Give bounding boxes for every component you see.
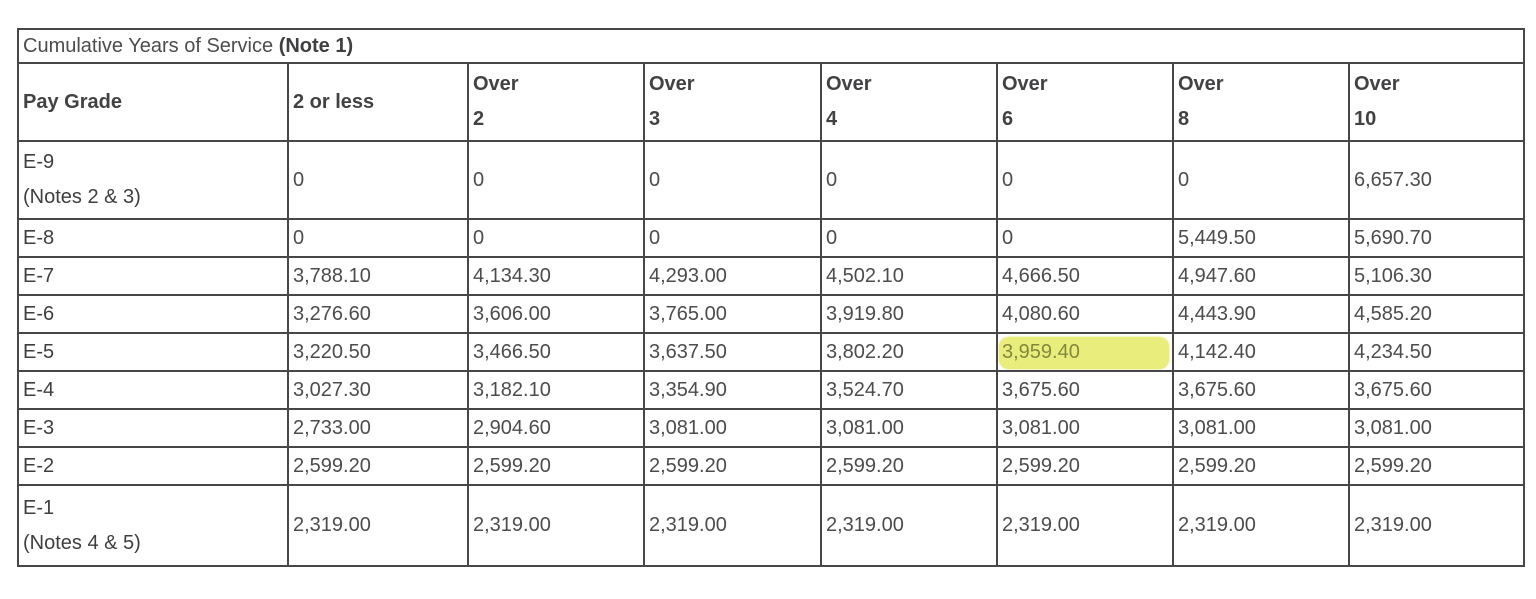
cell-e-8-col2: 0 [467, 218, 645, 258]
cell-e-9-col3: 0 [643, 140, 822, 220]
cell-e-9-col2: 0 [467, 140, 645, 220]
cell-e-1-col1: 2,319.00 [287, 484, 469, 567]
cell-e-2-col6: 2,599.20 [1172, 446, 1350, 486]
cell-e-7-col6: 4,947.60 [1172, 256, 1350, 296]
cell-e-9-col6: 0 [1172, 140, 1350, 220]
caption-text: Cumulative Years of Service [23, 34, 279, 57]
row-e-2: E-2 2,599.20 2,599.20 2,599.20 2,599.20 2,599… [17, 446, 1526, 486]
cell-e-3-col6: 3,081.00 [1172, 408, 1350, 448]
cell-e-8-col1: 0 [287, 218, 469, 258]
cell-e-9-col5: 0 [996, 140, 1174, 220]
cell-e-4-col7: 3,675.60 [1347, 370, 1526, 410]
cell-e-2-col4: 2,599.20 [820, 446, 998, 486]
military-pay-table: Cumulative Years of Service (Note 1) Pay… [16, 28, 1526, 567]
cell-e-4-col6: 3,675.60 [1172, 370, 1350, 410]
cell-e-3-col5: 3,081.00 [996, 408, 1174, 448]
pay-grade-e-4: E-4 [17, 370, 289, 410]
pay-grade-e-5: E-5 [17, 332, 289, 372]
row-e-1: E-1 (Notes 4 & 5) 2,319.00 2,319.00 2,319.00… [17, 484, 1526, 567]
cell-e-6-col3: 3,765.00 [643, 294, 822, 334]
cell-e-3-col2: 2,904.60 [467, 408, 645, 448]
table-caption: Cumulative Years of Service (Note 1) [16, 28, 1526, 64]
row-e-4: E-4 3,027.30 3,182.10 3,354.90 3,524.70 3,675… [17, 370, 1526, 410]
cell-e-8-col3: 0 [643, 218, 822, 258]
pay-grade-e-6: E-6 [17, 294, 289, 334]
pay-grade-e-2: E-2 [17, 446, 289, 486]
cell-e-6-col7: 4,585.20 [1347, 294, 1526, 334]
cell-e-2-col2: 2,599.20 [467, 446, 645, 486]
cell-e-5-col4: 3,802.20 [820, 332, 998, 372]
cell-e-4-col5: 3,675.60 [996, 370, 1174, 410]
cell-e-8-col4: 0 [820, 218, 998, 258]
caption-note: (Note 1) [278, 34, 354, 57]
header-row: Pay Grade 2 or less Over 2 Over 3 Over 4 Over 6 Ov… [17, 62, 1526, 142]
cell-e-4-col4: 3,524.70 [820, 370, 998, 410]
col-header-over-10: Over 10 [1347, 62, 1526, 142]
row-e-7: E-7 3,788.10 4,134.30 4,293.00 4,502.10 4,666… [17, 256, 1526, 296]
cell-e-2-col7: 2,599.20 [1347, 446, 1526, 486]
cell-e-4-col2: 3,182.10 [467, 370, 645, 410]
col-header-2-or-less: 2 or less [287, 62, 469, 142]
row-e-5: E-5 3,220.50 3,466.50 3,637.50 3,802.20 3,959… [17, 332, 1526, 372]
cell-e-1-col5: 2,319.00 [996, 484, 1174, 567]
cell-e-7-col4: 4,502.10 [820, 256, 998, 296]
col-header-over-6: Over 6 [996, 62, 1174, 142]
cell-e-3-col7: 3,081.00 [1347, 408, 1526, 448]
pay-grade-e-8: E-8 [17, 218, 289, 258]
cell-e-4-col3: 3,354.90 [643, 370, 822, 410]
cell-e-5-col7: 4,234.50 [1347, 332, 1526, 372]
cell-e-8-col7: 5,690.70 [1347, 218, 1526, 258]
cell-e-7-col3: 4,293.00 [643, 256, 822, 296]
cell-e-5-col2: 3,466.50 [467, 332, 645, 372]
cell-e-1-col3: 2,319.00 [643, 484, 822, 567]
cell-e-5-col5: 3,959.40 [996, 332, 1174, 372]
cell-e-3-col3: 3,081.00 [643, 408, 822, 448]
col-header-pay-grade: Pay Grade [17, 62, 289, 142]
row-e-3: E-3 2,733.00 2,904.60 3,081.00 3,081.00 3,081… [17, 408, 1526, 448]
cell-e-6-col1: 3,276.60 [287, 294, 469, 334]
cell-e-5-col3: 3,637.50 [643, 332, 822, 372]
pay-grade-e-3: E-3 [17, 408, 289, 448]
cell-e-9-col7: 6,657.30 [1347, 140, 1526, 220]
col-header-over-3: Over 3 [643, 62, 822, 142]
cell-e-9-col4: 0 [820, 140, 998, 220]
cell-e-7-col2: 4,134.30 [467, 256, 645, 296]
cell-e-1-col6: 2,319.00 [1172, 484, 1350, 567]
cell-e-2-col3: 2,599.20 [643, 446, 822, 486]
pay-grade-e-9: E-9 (Notes 2 & 3) [17, 140, 289, 220]
col-header-over-4: Over 4 [820, 62, 998, 142]
cell-e-6-col4: 3,919.80 [820, 294, 998, 334]
pay-grade-e-7: E-7 [17, 256, 289, 296]
cell-e-1-col7: 2,319.00 [1347, 484, 1526, 567]
row-e-9: E-9 (Notes 2 & 3) 0 0 0 0 0 0 6,657.30 [17, 140, 1526, 220]
cell-e-3-col1: 2,733.00 [287, 408, 469, 448]
row-e-6: E-6 3,276.60 3,606.00 3,765.00 3,919.80 4,080… [17, 294, 1526, 334]
pay-grade-e-1: E-1 (Notes 4 & 5) [17, 484, 289, 567]
cell-e-3-col4: 3,081.00 [820, 408, 998, 448]
cell-e-2-col1: 2,599.20 [287, 446, 469, 486]
cell-e-6-col5: 4,080.60 [996, 294, 1174, 334]
col-header-over-8: Over 8 [1172, 62, 1350, 142]
cell-e-5-col6: 4,142.40 [1172, 332, 1350, 372]
cell-e-8-col5: 0 [996, 218, 1174, 258]
cell-e-7-col5: 4,666.50 [996, 256, 1174, 296]
cell-e-7-col7: 5,106.30 [1347, 256, 1526, 296]
highlight-marker [999, 337, 1169, 369]
cell-e-5-col1: 3,220.50 [287, 332, 469, 372]
cell-e-6-col2: 3,606.00 [467, 294, 645, 334]
cell-e-7-col1: 3,788.10 [287, 256, 469, 296]
cell-e-1-col2: 2,319.00 [467, 484, 645, 567]
cell-e-2-col5: 2,599.20 [996, 446, 1174, 486]
col-header-over-2: Over 2 [467, 62, 645, 142]
caption-row: Cumulative Years of Service (Note 1) [16, 28, 1526, 64]
pay-table-container: Cumulative Years of Service (Note 1) Pay… [16, 28, 1526, 567]
cell-e-9-col1: 0 [287, 140, 469, 220]
row-e-8: E-8 0 0 0 0 0 5,449.50 5,690.70 [17, 218, 1526, 258]
cell-e-4-col1: 3,027.30 [287, 370, 469, 410]
highlighted-value: 3,959.40 [1002, 340, 1080, 363]
cell-e-1-col4: 2,319.00 [820, 484, 998, 567]
cell-e-6-col6: 4,443.90 [1172, 294, 1350, 334]
cell-e-8-col6: 5,449.50 [1172, 218, 1350, 258]
